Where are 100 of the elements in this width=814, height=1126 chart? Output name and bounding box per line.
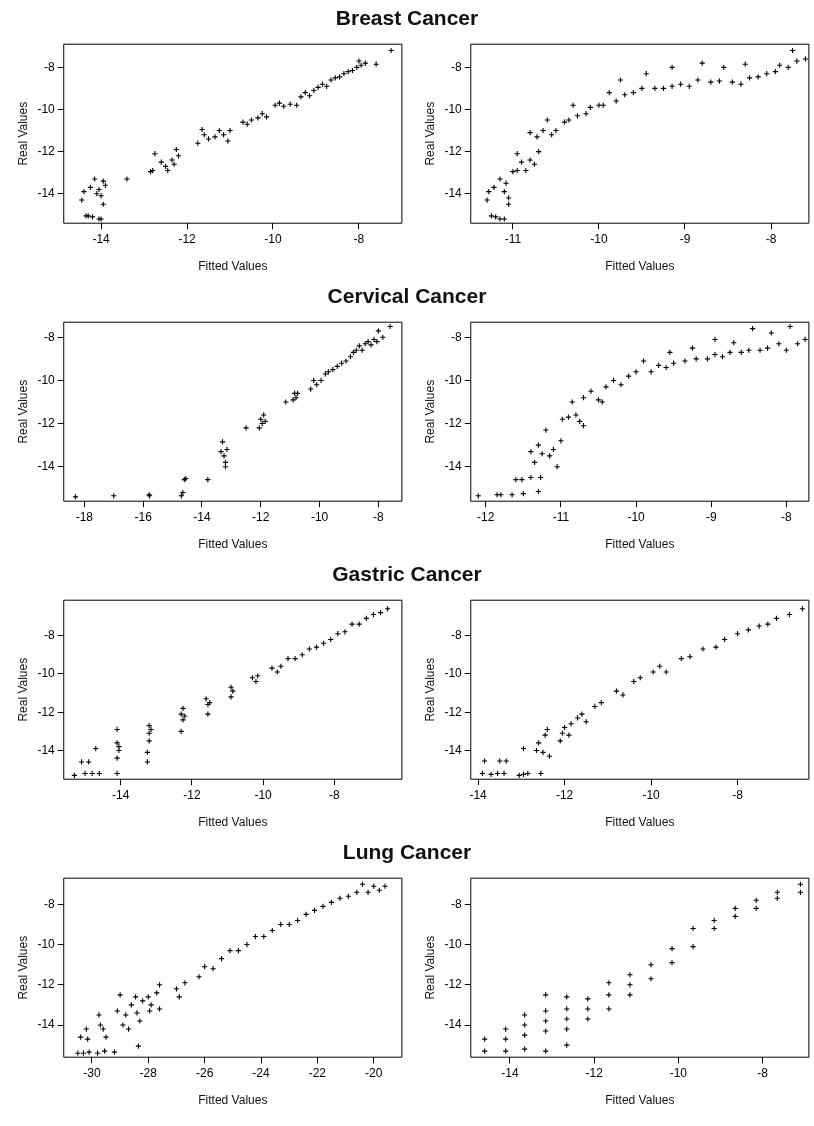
point <box>481 1035 488 1043</box>
point <box>85 758 92 766</box>
x-tick-label: -8 <box>781 509 793 524</box>
point <box>319 903 327 910</box>
point <box>496 757 503 765</box>
point <box>367 341 375 348</box>
point <box>302 911 310 918</box>
point <box>493 491 501 498</box>
point <box>381 883 389 890</box>
y-tick-label: -8 <box>44 329 56 344</box>
point <box>668 959 676 966</box>
x-tick-label: -8 <box>765 231 777 246</box>
y-tick-label: -8 <box>451 59 463 74</box>
chart-title: Cervical Cancer <box>326 283 488 309</box>
point <box>502 1035 509 1043</box>
point <box>563 1025 570 1033</box>
point <box>115 747 123 754</box>
x-tick-label: -28 <box>139 1065 158 1080</box>
x-tick-label: -14 <box>92 231 111 246</box>
x-tick-label: -10 <box>642 787 661 802</box>
point <box>481 757 488 765</box>
point <box>565 732 573 739</box>
y-tick-label: -14 <box>37 1017 56 1032</box>
point <box>574 714 581 722</box>
point <box>591 703 598 710</box>
y-axis-title: Real Values <box>15 935 30 1000</box>
point <box>113 739 121 746</box>
x-tick-label: -20 <box>365 1065 383 1080</box>
x-tick-label: -12 <box>183 787 201 802</box>
point <box>699 645 707 653</box>
point <box>503 757 510 765</box>
point <box>756 347 764 354</box>
point <box>668 945 676 952</box>
y-axis-title: Real Values <box>422 379 437 444</box>
point <box>72 493 79 501</box>
point <box>527 448 535 455</box>
y-tick-label: -14 <box>444 186 463 201</box>
point <box>307 385 314 393</box>
y-tick-label: -12 <box>37 143 56 158</box>
point <box>219 438 226 446</box>
y-tick-label: -10 <box>37 372 56 387</box>
point <box>711 351 719 358</box>
point <box>356 342 363 350</box>
x-tick-label: -18 <box>75 509 94 524</box>
x-tick-label: -12 <box>252 509 270 524</box>
point <box>122 1011 129 1019</box>
point <box>306 645 313 653</box>
x-tick-label: -11 <box>504 231 522 246</box>
x-tick-label: -12 <box>178 231 197 246</box>
x-tick-label: -14 <box>469 787 488 802</box>
point <box>139 997 146 1005</box>
y-tick-label: -10 <box>444 372 463 387</box>
point <box>125 1025 132 1033</box>
point <box>768 329 775 337</box>
point <box>336 895 344 902</box>
point <box>179 716 187 723</box>
x-tick-label: -10 <box>310 509 329 524</box>
y-tick-label: -12 <box>37 415 56 430</box>
point <box>226 947 234 954</box>
point <box>542 1017 549 1025</box>
point <box>764 620 771 628</box>
y-tick-label: -10 <box>37 666 56 681</box>
point <box>663 668 670 676</box>
x-axis-title: Fitted Values <box>198 1093 268 1108</box>
point <box>204 710 212 718</box>
point <box>256 424 263 432</box>
point <box>689 925 697 932</box>
point <box>542 991 549 998</box>
point <box>704 355 711 363</box>
point <box>115 743 123 750</box>
point <box>542 426 550 434</box>
y-tick-label: -14 <box>37 742 56 757</box>
y-tick-label: -14 <box>444 459 463 474</box>
y-axis-title: Real Values <box>15 101 30 166</box>
x-tick-label: -26 <box>195 1065 214 1080</box>
point <box>625 372 632 380</box>
point <box>602 383 610 391</box>
point <box>144 758 151 766</box>
point <box>119 1021 127 1029</box>
y-tick-label: -14 <box>444 742 463 757</box>
point <box>348 620 356 628</box>
y-tick-label: -12 <box>444 704 463 719</box>
x-tick-label: -12 <box>585 1065 604 1080</box>
chart-title: Gastric Cancer <box>331 561 483 587</box>
point <box>132 993 139 1001</box>
point <box>508 491 516 498</box>
point <box>613 687 620 695</box>
point <box>587 388 595 395</box>
y-tick-label: -10 <box>444 936 463 951</box>
x-tick-label: -14 <box>501 1065 519 1080</box>
point <box>81 770 89 777</box>
x-axis-title: Fitted Values <box>198 815 268 830</box>
y-tick-label: -10 <box>37 936 56 951</box>
point <box>647 975 655 982</box>
point <box>500 770 508 777</box>
point <box>243 941 251 948</box>
point <box>252 678 260 685</box>
x-tick-label: -10 <box>627 509 646 524</box>
point <box>605 979 613 986</box>
x-axis-title: Fitted Values <box>198 259 268 274</box>
